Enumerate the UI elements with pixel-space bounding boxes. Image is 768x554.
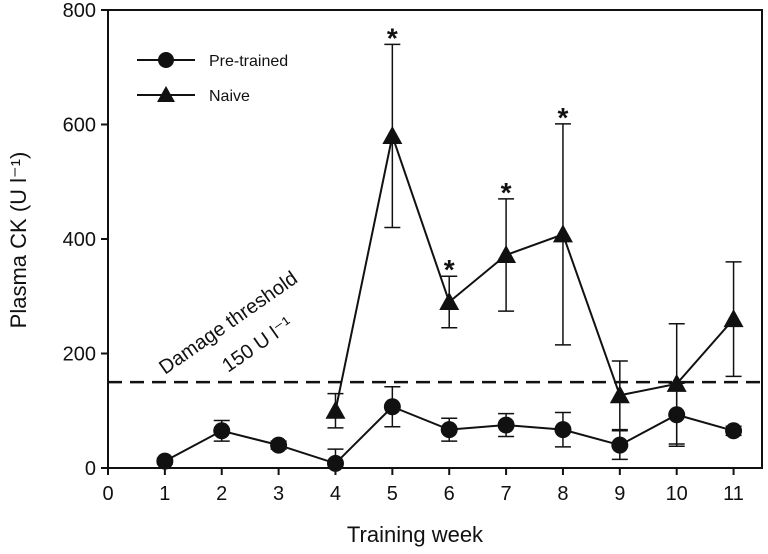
legend-marker-pretrained — [158, 52, 174, 68]
data-point-pre-trained — [440, 421, 458, 439]
significance-layer: * * * * — [387, 22, 569, 285]
data-point-naive — [496, 245, 517, 264]
y-tick-label: 200 — [63, 344, 96, 366]
data-point-pre-trained — [554, 421, 572, 439]
legend-marker-naive — [157, 86, 175, 102]
y-axis-title: Plasma CK (U l⁻¹) — [6, 152, 31, 329]
data-point-naive — [666, 373, 687, 392]
x-tick-label: 8 — [557, 483, 568, 505]
x-tick-label: 3 — [273, 483, 284, 505]
significance-star: * — [501, 177, 512, 208]
data-point-naive — [552, 224, 573, 243]
data-point-naive — [382, 125, 403, 144]
significance-star: * — [387, 22, 398, 53]
series-layer — [156, 43, 744, 472]
data-point-pre-trained — [270, 436, 288, 454]
data-point-naive — [609, 385, 630, 404]
legend: Pre-trained Naive — [137, 52, 288, 105]
data-point-pre-trained — [725, 422, 743, 440]
y-tick-label: 0 — [85, 458, 96, 480]
x-tick-label: 9 — [614, 483, 625, 505]
significance-star: * — [444, 254, 455, 285]
data-point-pre-trained — [156, 452, 174, 470]
x-tick-label: 5 — [387, 483, 398, 505]
significance-star: * — [558, 102, 569, 133]
data-point-naive — [439, 291, 460, 310]
data-point-pre-trained — [326, 454, 344, 472]
data-point-naive — [723, 309, 744, 328]
plot-frame — [107, 9, 763, 469]
y-tick-label: 800 — [63, 0, 96, 22]
legend-label-pretrained: Pre-trained — [209, 53, 288, 70]
data-point-pre-trained — [497, 416, 515, 434]
x-tick-label: 11 — [723, 483, 744, 505]
x-tick-label: 4 — [330, 483, 341, 505]
x-tick-label: 0 — [102, 483, 113, 505]
threshold-layer: Damage threshold 150 U l⁻¹ — [108, 267, 762, 384]
x-axis-title: Training week — [347, 522, 484, 547]
x-tick-label: 1 — [159, 483, 170, 505]
x-tick-label: 10 — [666, 483, 688, 505]
series-line-naive — [334, 132, 735, 411]
x-tick-label: 7 — [501, 483, 512, 505]
x-tick-label: 6 — [444, 483, 455, 505]
x-tick-label: 2 — [216, 483, 227, 505]
axes: 0 1 2 3 4 5 6 7 8 9 10 11 0 200 400 600 800 — [63, 0, 763, 505]
data-point-pre-trained — [611, 436, 629, 454]
y-tick-label: 600 — [63, 115, 96, 137]
legend-label-naive: Naive — [209, 88, 250, 105]
data-point-naive — [325, 400, 346, 419]
y-tick-label: 400 — [63, 229, 96, 251]
data-point-pre-trained — [383, 398, 401, 416]
data-point-pre-trained — [213, 422, 231, 440]
